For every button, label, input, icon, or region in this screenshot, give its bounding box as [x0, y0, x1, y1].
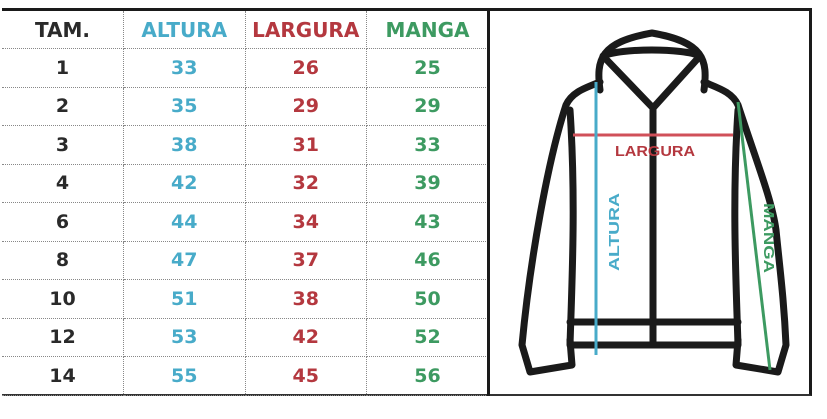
cell-altura: 44 [123, 202, 246, 242]
table-row: 10 51 38 50 [2, 279, 488, 319]
cell-altura: 42 [123, 164, 246, 203]
cell-altura: 47 [123, 241, 246, 280]
table-row: 1 33 26 25 [2, 48, 488, 88]
header-manga: MANGA [366, 11, 488, 49]
cell-largura: 42 [245, 318, 367, 357]
table-row: 14 55 45 56 [2, 356, 488, 396]
cell-manga: 52 [366, 318, 488, 357]
cell-altura: 55 [123, 356, 246, 396]
cell-manga: 43 [366, 202, 488, 242]
altura-label: ALTURA [606, 193, 623, 271]
cell-largura: 37 [245, 241, 367, 280]
cell-altura: 33 [123, 48, 246, 88]
cell-size: 2 [2, 87, 124, 126]
hood-inner [599, 46, 704, 112]
table-row: 12 53 42 52 [2, 318, 488, 357]
divider [487, 11, 490, 396]
cell-largura: 29 [245, 87, 367, 126]
cell-largura: 26 [245, 48, 367, 88]
cell-altura: 35 [123, 87, 246, 126]
cell-manga: 29 [366, 87, 488, 126]
cell-largura: 45 [245, 356, 367, 396]
header-size: TAM. [2, 11, 124, 49]
cell-manga: 46 [366, 241, 488, 280]
size-table: TAM. ALTURA LARGURA MANGA 1 33 26 25 2 35 29 29… [2, 11, 488, 396]
header-altura: ALTURA [123, 11, 246, 49]
table-header-row: TAM. ALTURA LARGURA MANGA [2, 11, 488, 49]
header-largura: LARGURA [245, 11, 367, 49]
cell-manga: 50 [366, 279, 488, 319]
hoodie-jacket-icon: LARGURA ALTURA MANGA [518, 29, 790, 376]
cell-manga: 33 [366, 125, 488, 165]
left-sleeve [518, 78, 604, 376]
cell-size: 14 [2, 356, 124, 396]
right-sleeve [700, 78, 790, 376]
cell-size: 12 [2, 318, 124, 357]
cell-size: 3 [2, 125, 124, 165]
cell-altura: 53 [123, 318, 246, 357]
cell-largura: 38 [245, 279, 367, 319]
cell-altura: 51 [123, 279, 246, 319]
cell-manga: 39 [366, 164, 488, 203]
cell-size: 4 [2, 164, 124, 203]
table-row: 2 35 29 29 [2, 87, 488, 126]
table-row: 3 38 31 33 [2, 125, 488, 165]
cell-altura: 38 [123, 125, 246, 165]
cell-manga: 56 [366, 356, 488, 396]
table-row: 4 42 32 39 [2, 164, 488, 203]
chart-frame [2, 8, 812, 396]
cell-largura: 31 [245, 125, 367, 165]
cell-manga: 25 [366, 48, 488, 88]
table-row: 8 47 37 46 [2, 241, 488, 280]
manga-line [736, 101, 772, 371]
cell-largura: 34 [245, 202, 367, 242]
cell-size: 8 [2, 241, 124, 280]
cell-size: 1 [2, 48, 124, 88]
table-row: 6 44 34 43 [2, 202, 488, 242]
hood-outline [595, 29, 709, 94]
largura-label: LARGURA [615, 143, 695, 160]
manga-label: MANGA [760, 203, 777, 273]
cell-size: 6 [2, 202, 124, 242]
cell-largura: 32 [245, 164, 367, 203]
cell-size: 10 [2, 279, 124, 319]
